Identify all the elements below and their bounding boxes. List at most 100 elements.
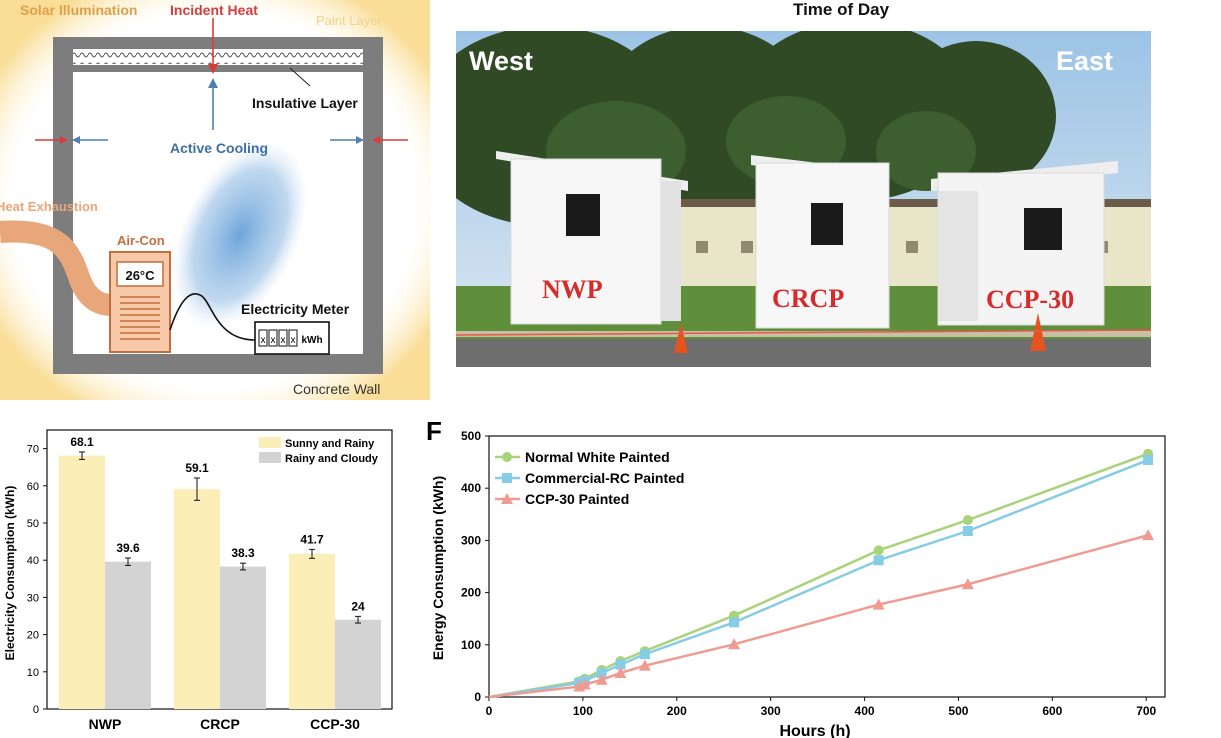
shelter-label-ccp30: CCP-30 bbox=[986, 285, 1075, 314]
shelter-label-nwp: NWP bbox=[542, 275, 603, 304]
data-point bbox=[639, 649, 650, 660]
panel-label-f: F bbox=[426, 416, 442, 446]
line-chart: F Energy Consumption (kWh) Hours (h) 0 10… bbox=[426, 416, 1166, 738]
solar-illumination-label: Solar Illumination bbox=[20, 2, 137, 18]
line-xtick-label: 0 bbox=[486, 704, 493, 718]
insulative-layer-pattern bbox=[73, 51, 363, 64]
bar-category-label: CRCP bbox=[200, 716, 240, 732]
bar-category-label: NWP bbox=[89, 716, 122, 732]
line-xtick-label: 600 bbox=[1042, 704, 1062, 718]
line-legend-marker bbox=[502, 473, 512, 483]
time-of-day-axis-title: Time of Day bbox=[793, 0, 890, 19]
bar-value-label: 24 bbox=[351, 599, 365, 613]
meter-digit: x bbox=[261, 335, 266, 346]
bar-ytick-label: 70 bbox=[27, 444, 39, 456]
incident-heat-label: Incident Heat bbox=[170, 2, 258, 18]
line-legend-marker bbox=[501, 493, 513, 504]
bar-ytick-label: 30 bbox=[27, 592, 39, 604]
bar-legend-label: Sunny and Rainy bbox=[285, 438, 375, 450]
field-test-photo-drawing bbox=[456, 31, 1151, 367]
bar-value-label: 39.6 bbox=[116, 541, 140, 555]
bar-crcp-rainy-cloudy bbox=[220, 566, 266, 709]
line-xtick-label: 400 bbox=[855, 704, 875, 718]
bar-legend-swatch bbox=[259, 452, 281, 463]
data-point bbox=[962, 515, 973, 526]
bar-ccp-30-rainy-cloudy bbox=[335, 619, 381, 709]
bar-ytick-label: 0 bbox=[33, 704, 39, 716]
incident-heat-arrow bbox=[208, 64, 218, 74]
data-point bbox=[961, 578, 974, 590]
meter-digit: x bbox=[271, 335, 276, 346]
data-point bbox=[614, 666, 627, 678]
insulative-layer-label: Insulative Layer bbox=[252, 95, 358, 111]
data-point bbox=[728, 638, 741, 650]
line-legend-label: Commercial-RC Painted bbox=[525, 470, 684, 486]
air-con-label: Air-Con bbox=[117, 233, 165, 248]
bar-ytick-label: 60 bbox=[27, 481, 39, 493]
line-xtick-label: 700 bbox=[1136, 704, 1156, 718]
data-point bbox=[962, 526, 973, 537]
line-xtick-label: 100 bbox=[573, 704, 593, 718]
line-xtick-label: 300 bbox=[761, 704, 781, 718]
line-legend-marker bbox=[502, 452, 512, 462]
bar-legend-swatch bbox=[259, 437, 281, 448]
bar-value-label: 41.7 bbox=[300, 532, 324, 546]
data-point bbox=[615, 659, 626, 670]
bar-crcp-sunny-rainy bbox=[174, 489, 220, 709]
line-chart-xlabel: Hours (h) bbox=[779, 723, 850, 738]
bar-legend-label: Rainy and Cloudy bbox=[285, 453, 379, 465]
bar-ytick-label: 50 bbox=[27, 518, 39, 530]
data-point bbox=[1142, 529, 1155, 541]
bar-value-label: 38.3 bbox=[231, 546, 255, 560]
line-ytick-label: 200 bbox=[461, 586, 481, 600]
bar-ytick-label: 20 bbox=[27, 630, 39, 642]
line-ytick-label: 500 bbox=[461, 429, 481, 443]
bar-value-label: 68.1 bbox=[70, 435, 94, 449]
meter-digit: x bbox=[291, 335, 296, 346]
data-point bbox=[1143, 455, 1154, 466]
heat-exhaustion-label: Heat Exhaustion bbox=[0, 199, 98, 214]
concrete-wall-label: Concrete Wall bbox=[293, 381, 380, 397]
bar-nwp-rainy-cloudy bbox=[105, 561, 151, 709]
power-wire bbox=[169, 293, 256, 341]
line-xtick-label: 500 bbox=[948, 704, 968, 718]
active-cooling-label: Active Cooling bbox=[170, 140, 268, 156]
data-point bbox=[638, 659, 651, 671]
data-point bbox=[595, 673, 608, 685]
data-point bbox=[873, 545, 884, 556]
line-ytick-label: 0 bbox=[474, 690, 481, 704]
active-cooling-blob bbox=[172, 141, 308, 329]
bar-ccp-30-sunny-rainy bbox=[289, 553, 335, 709]
meter-digit: x bbox=[281, 335, 286, 346]
bar-nwp-sunny-rainy bbox=[59, 455, 105, 709]
line-ytick-label: 100 bbox=[461, 638, 481, 652]
bar-ytick-label: 40 bbox=[27, 555, 39, 567]
bar-value-label: 59.1 bbox=[185, 461, 209, 475]
line-legend-label: CCP-30 Painted bbox=[525, 491, 629, 507]
data-point bbox=[596, 667, 607, 678]
line-ytick-label: 300 bbox=[461, 533, 481, 547]
shelter-label-crcp: CRCP bbox=[772, 284, 845, 313]
heat-exhaust-duct bbox=[0, 220, 113, 316]
data-point bbox=[872, 598, 885, 610]
data-point bbox=[578, 678, 591, 690]
line-legend-label: Normal White Painted bbox=[525, 449, 670, 465]
electricity-meter-label: Electricity Meter bbox=[241, 301, 350, 317]
bar-chart: Electricity Consumption (kWh) 0 10 20 30 40 5… bbox=[3, 429, 393, 732]
data-point bbox=[729, 617, 740, 628]
field-test-photo: West East NWP CRCP CCP-30 bbox=[456, 31, 1151, 367]
air-con-temp: 26°C bbox=[125, 268, 155, 283]
line-ytick-label: 400 bbox=[461, 481, 481, 495]
paint-layer-label: Paint Layer bbox=[316, 13, 382, 28]
cooling-schematic: x x x x kWh Solar Illumination Incident … bbox=[0, 0, 430, 400]
line-plot-frame bbox=[488, 435, 1166, 698]
line-chart-ylabel: Energy Consumption (kWh) bbox=[430, 476, 446, 660]
east-label: East bbox=[1056, 46, 1114, 76]
line-xtick-label: 200 bbox=[667, 704, 687, 718]
bar-category-label: CCP-30 bbox=[310, 716, 360, 732]
active-cooling-arrow bbox=[208, 78, 218, 88]
bar-chart-ylabel: Electricity Consumption (kWh) bbox=[3, 486, 17, 661]
data-point bbox=[873, 555, 884, 566]
west-label: West bbox=[469, 46, 534, 76]
bar-ytick-label: 10 bbox=[27, 667, 39, 679]
